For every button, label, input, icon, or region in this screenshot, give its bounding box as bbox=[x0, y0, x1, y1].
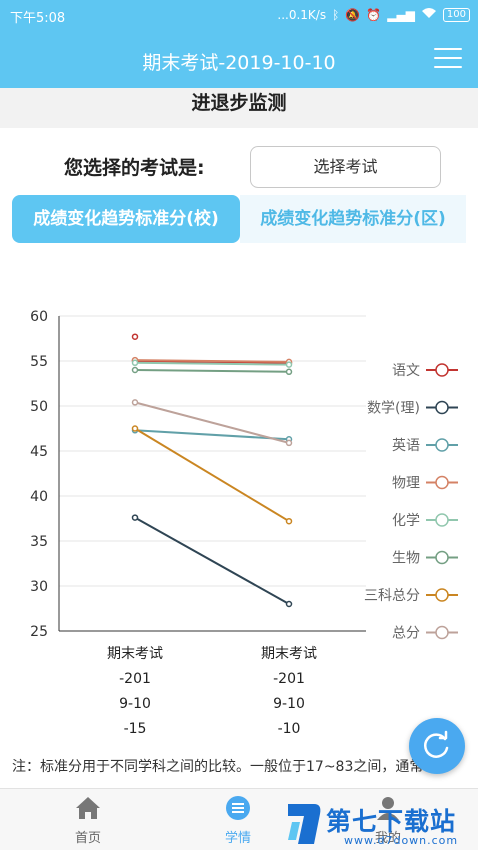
refresh-icon bbox=[424, 730, 449, 758]
menu-icon-bar bbox=[434, 57, 462, 59]
legend-marker bbox=[435, 400, 449, 415]
select-exam-button[interactable]: 选择考试 bbox=[250, 146, 441, 188]
data-point bbox=[131, 333, 139, 340]
watermark-sub: www.d7down.com bbox=[344, 834, 459, 847]
status-time: 下午5:08 bbox=[10, 11, 66, 26]
y-tick-label: 30 bbox=[30, 579, 48, 595]
x-tick-label: 9-10 bbox=[119, 696, 151, 712]
tab-district-trend[interactable]: 成绩变化趋势标准分(区) bbox=[240, 195, 466, 243]
legend-marker bbox=[435, 475, 449, 490]
y-tick-label: 40 bbox=[30, 489, 48, 505]
x-tick-label: -15 bbox=[124, 721, 147, 737]
page-title: 期末考试-2019-10-10 bbox=[142, 52, 336, 74]
series-line bbox=[134, 429, 290, 441]
bottom-nav: 首页 学情 我的 bbox=[0, 788, 478, 850]
data-point bbox=[131, 366, 139, 374]
legend-marker bbox=[435, 625, 449, 640]
y-tick-label: 35 bbox=[30, 534, 48, 550]
alarm-icon: ⏰ bbox=[366, 7, 382, 22]
legend-marker bbox=[435, 438, 449, 452]
x-tick-label: -201 bbox=[119, 671, 151, 687]
nav-home[interactable]: 首页 bbox=[48, 795, 128, 846]
series-line bbox=[134, 359, 290, 363]
watermark-logo-icon bbox=[288, 804, 321, 844]
x-tick-label: 期末考试 bbox=[107, 646, 163, 662]
nav-home-label: 首页 bbox=[74, 831, 101, 846]
data-point bbox=[285, 517, 293, 525]
mute-icon: 🔕 bbox=[345, 7, 361, 22]
exam-label: 您选择的考试是: bbox=[64, 157, 205, 179]
nav-study[interactable]: 学情 bbox=[198, 795, 278, 846]
data-point bbox=[131, 359, 139, 367]
series-line bbox=[134, 401, 290, 444]
trend-line-chart: 25 30 35 40 45 50 55 60 期末考试 -201 9-10 -15 期末考试 -201 9… bbox=[30, 309, 458, 737]
x-tick-label: -201 bbox=[273, 671, 305, 687]
series-line bbox=[134, 361, 290, 366]
menu-icon-bar bbox=[434, 66, 462, 68]
signal-icon: ▂▄▆ bbox=[387, 7, 415, 22]
nav-mine-label: 我的 bbox=[374, 831, 401, 846]
note-text: 注：标准分用于不同学科之间的比较。一般位于17~83之间，通常 bbox=[12, 759, 424, 775]
watermark-text: 第七下载站 bbox=[326, 807, 457, 836]
y-tick-label: 45 bbox=[30, 444, 48, 460]
data-point bbox=[285, 368, 293, 376]
y-tick-label: 50 bbox=[30, 399, 48, 415]
x-tick-label: 期末考试 bbox=[261, 646, 317, 662]
legend-marker bbox=[435, 588, 449, 602]
section-title: 进退步监测 bbox=[0, 88, 478, 128]
legend-label: 物理 bbox=[392, 476, 420, 492]
data-point bbox=[131, 514, 139, 521]
app-bar: 期末考试-2019-10-10 bbox=[0, 32, 478, 88]
network-speed: ...0.1K/s bbox=[277, 7, 327, 22]
wifi-icon bbox=[421, 7, 437, 22]
list-icon bbox=[226, 796, 250, 820]
legend-label: 生物 bbox=[392, 551, 420, 567]
y-tick-label: 60 bbox=[30, 309, 48, 325]
watermark: 第七下载站 www.d7down.com bbox=[282, 800, 478, 850]
legend-label: 三科总分 bbox=[364, 588, 420, 604]
legend-label: 英语 bbox=[392, 437, 420, 454]
status-icons: ...0.1K/s ᛒ 🔕 ⏰ ▂▄▆ 100 bbox=[277, 7, 470, 22]
nav-mine[interactable]: 我的 bbox=[348, 795, 428, 846]
refresh-button[interactable] bbox=[409, 718, 465, 774]
data-point bbox=[285, 361, 293, 368]
y-tick-label: 25 bbox=[30, 624, 48, 640]
legend-label: 数学(理) bbox=[367, 401, 420, 417]
series-line bbox=[134, 427, 290, 523]
battery-icon: 100 bbox=[442, 7, 470, 22]
legend-marker bbox=[435, 550, 449, 565]
menu-icon bbox=[434, 48, 462, 50]
x-tick-label: -10 bbox=[278, 721, 301, 737]
data-point bbox=[285, 439, 293, 447]
series-line bbox=[134, 369, 290, 373]
legend-label: 语文 bbox=[392, 363, 420, 379]
legend-label: 化学 bbox=[392, 513, 420, 529]
x-tick-label: 9-10 bbox=[273, 696, 305, 712]
data-point bbox=[131, 399, 139, 406]
nav-study-label: 学情 bbox=[224, 831, 251, 846]
menu-button[interactable] bbox=[434, 46, 464, 70]
legend-label: 总分 bbox=[392, 626, 420, 642]
y-tick-label: 55 bbox=[30, 354, 48, 370]
data-point bbox=[131, 425, 139, 432]
bluetooth-icon: ᛒ bbox=[332, 7, 340, 22]
user-icon bbox=[377, 797, 399, 820]
status-bar: 下午5:08 ...0.1K/s ᛒ 🔕 ⏰ ▂▄▆ 100 bbox=[0, 0, 478, 32]
series-line bbox=[134, 516, 290, 605]
data-point bbox=[285, 600, 293, 608]
tab-school-trend[interactable]: 成绩变化趋势标准分(校) bbox=[12, 195, 240, 243]
home-icon bbox=[76, 797, 100, 819]
legend-marker bbox=[435, 363, 449, 377]
legend-marker bbox=[435, 513, 449, 527]
